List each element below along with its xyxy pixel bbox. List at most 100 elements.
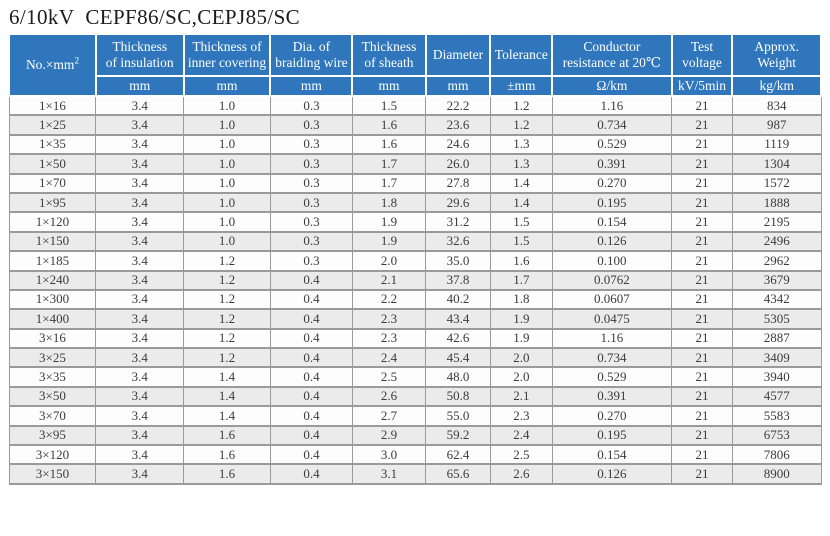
table-row: 1×300 3.4 1.2 0.4 2.2 40.2 1.8 0.0607 21 4342 xyxy=(8,288,822,310)
cell-value: 24.6 xyxy=(425,133,491,155)
cell-value: 42.6 xyxy=(425,327,491,349)
header-row-labels: No.×mm2 Thickness of insulation Thickness… xyxy=(8,33,822,97)
unit-resistance: Ω/km xyxy=(551,75,673,97)
cell-value: 0.3 xyxy=(269,133,353,155)
cell-value: 0.3 xyxy=(269,172,353,193)
table-row: 1×35 3.4 1.0 0.3 1.6 24.6 1.3 0.529 21 1119 xyxy=(8,133,822,155)
cell-value: 2.1 xyxy=(351,269,427,290)
cell-value: 6753 xyxy=(731,424,822,446)
cell-value: 0.391 xyxy=(551,153,673,174)
unit-weight: kg/km xyxy=(731,75,822,97)
cell-value: 0.3 xyxy=(269,230,353,252)
cell-value: 2.1 xyxy=(489,385,553,407)
cell-value: 3.4 xyxy=(95,250,185,271)
table-row: 1×25 3.4 1.0 0.3 1.6 23.6 1.2 0.734 21 987 xyxy=(8,114,822,135)
cell-value: 3.4 xyxy=(95,230,185,252)
table-row: 3×50 3.4 1.4 0.4 2.6 50.8 2.1 0.391 21 4577 xyxy=(8,385,822,407)
cell-value: 21 xyxy=(671,463,733,485)
table-row: 3×70 3.4 1.4 0.4 2.7 55.0 2.3 0.270 21 5583 xyxy=(8,405,822,426)
cell-value: 1.2 xyxy=(183,308,271,329)
cell-value: 21 xyxy=(671,444,733,465)
cell-value: 43.4 xyxy=(425,308,491,329)
cell-value: 2962 xyxy=(731,250,822,271)
col-header-size-sup: 2 xyxy=(74,55,79,66)
cell-size: 1×50 xyxy=(8,153,97,174)
table-row: 1×400 3.4 1.2 0.4 2.3 43.4 1.9 0.0475 21 5305 xyxy=(8,308,822,329)
cell-value: 1.2 xyxy=(183,250,271,271)
cell-value: 3.4 xyxy=(95,94,185,116)
cell-value: 3.4 xyxy=(95,385,185,407)
cell-value: 1.2 xyxy=(489,94,553,116)
unit-test-voltage: kV/5min xyxy=(670,75,734,97)
cell-value: 3940 xyxy=(731,366,822,387)
cell-value: 1.4 xyxy=(183,385,271,407)
col-header-sheath: Thickness of sheath xyxy=(351,33,427,77)
cell-value: 1.0 xyxy=(183,114,271,135)
cell-value: 22.2 xyxy=(425,94,491,116)
table-row: 1×95 3.4 1.0 0.3 1.8 29.6 1.4 0.195 21 1888 xyxy=(8,191,822,213)
cell-value: 1.9 xyxy=(489,327,553,349)
cell-value: 2.0 xyxy=(351,250,427,271)
table-row: 1×120 3.4 1.0 0.3 1.9 31.2 1.5 0.154 21 2195 xyxy=(8,211,822,232)
cell-value: 1.5 xyxy=(489,230,553,252)
cell-value: 32.6 xyxy=(425,230,491,252)
cell-value: 3.4 xyxy=(95,172,185,193)
cell-value: 0.734 xyxy=(551,347,673,368)
cell-value: 1.16 xyxy=(551,327,673,349)
cell-value: 0.4 xyxy=(269,347,353,368)
cell-value: 1.2 xyxy=(183,347,271,368)
cell-value: 62.4 xyxy=(425,444,491,465)
cell-value: 2.3 xyxy=(351,308,427,329)
cell-size: 3×50 xyxy=(8,385,97,407)
cell-value: 1.9 xyxy=(351,230,427,252)
cell-size: 1×300 xyxy=(8,288,97,310)
cell-value: 21 xyxy=(671,308,733,329)
unit-inner-covering: mm xyxy=(182,75,272,97)
cell-value: 1.0 xyxy=(183,153,271,174)
cell-value: 1.4 xyxy=(489,191,553,213)
cell-value: 1.0 xyxy=(183,191,271,213)
cell-value: 3.4 xyxy=(95,211,185,232)
cell-value: 3.4 xyxy=(95,347,185,368)
cell-value: 0.126 xyxy=(551,230,673,252)
cell-size: 3×95 xyxy=(8,424,97,446)
cell-value: 21 xyxy=(671,385,733,407)
cell-value: 0.4 xyxy=(269,366,353,387)
cell-value: 1.7 xyxy=(351,153,427,174)
cell-value: 1.8 xyxy=(489,288,553,310)
cell-value: 1.0 xyxy=(183,211,271,232)
cell-value: 2.0 xyxy=(489,347,553,368)
cell-value: 0.4 xyxy=(269,288,353,310)
cell-value: 1.3 xyxy=(489,153,553,174)
cell-value: 1.7 xyxy=(489,269,553,290)
cell-value: 1.7 xyxy=(351,172,427,193)
cell-value: 65.6 xyxy=(425,463,491,485)
cell-value: 2.2 xyxy=(351,288,427,310)
cell-value: 2.3 xyxy=(351,327,427,349)
cell-value: 0.4 xyxy=(269,424,353,446)
cell-value: 0.3 xyxy=(269,250,353,271)
cell-value: 2.0 xyxy=(489,366,553,387)
cell-value: 0.195 xyxy=(551,191,673,213)
table-row: 1×70 3.4 1.0 0.3 1.7 27.8 1.4 0.270 21 1572 xyxy=(8,172,822,193)
table-row: 1×50 3.4 1.0 0.3 1.7 26.0 1.3 0.391 21 1304 xyxy=(8,153,822,174)
cell-value: 21 xyxy=(671,288,733,310)
table-row: 1×185 3.4 1.2 0.3 2.0 35.0 1.6 0.100 21 2962 xyxy=(8,250,822,271)
cell-value: 21 xyxy=(671,114,733,135)
cell-value: 27.8 xyxy=(425,172,491,193)
cell-value: 37.8 xyxy=(425,269,491,290)
cell-value: 0.391 xyxy=(551,385,673,407)
cell-value: 45.4 xyxy=(425,347,491,368)
cell-value: 21 xyxy=(671,94,733,116)
cell-value: 48.0 xyxy=(425,366,491,387)
cell-value: 8900 xyxy=(731,463,822,485)
cell-value: 2887 xyxy=(731,327,822,349)
cell-value: 0.3 xyxy=(269,211,353,232)
unit-tolerance: ±mm xyxy=(489,75,554,97)
cell-value: 1.0 xyxy=(183,230,271,252)
cell-value: 5305 xyxy=(731,308,822,329)
cell-value: 21 xyxy=(671,405,733,426)
cell-size: 3×25 xyxy=(8,347,97,368)
table-body: 1×16 3.4 1.0 0.3 1.5 22.2 1.2 1.16 21 834 1×25 3.4 1… xyxy=(8,94,822,485)
cell-value: 1.2 xyxy=(489,114,553,135)
